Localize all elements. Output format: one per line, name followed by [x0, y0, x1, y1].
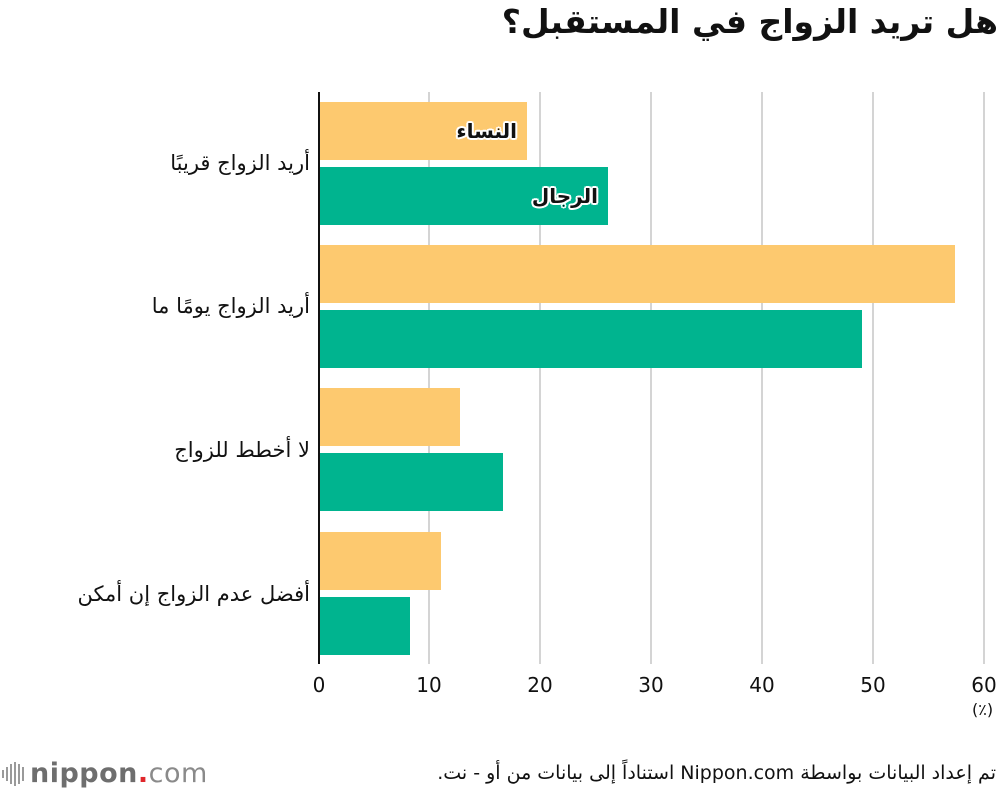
- plot-area: النساء الرجال: [318, 92, 1000, 664]
- logo-bars-icon: [2, 761, 24, 786]
- x-tick-0: 0: [312, 673, 326, 697]
- bar-men-2: [319, 453, 503, 511]
- gridline-10: [428, 92, 430, 664]
- bar-men-0: الرجال: [319, 167, 608, 225]
- bar-men-1: [319, 310, 862, 368]
- nippon-logo: nippon.com: [2, 758, 208, 789]
- legend-label-men: الرجال: [531, 184, 598, 208]
- category-label-3: أفضل عدم الزواج إن أمكن: [77, 582, 310, 606]
- x-tick-50: 50: [860, 673, 886, 697]
- x-tick-10: 10: [416, 673, 442, 697]
- bar-men-3: [319, 597, 410, 655]
- chart-title: هل تريد الزواج في المستقبل؟: [501, 2, 999, 41]
- gridline-40: [761, 92, 763, 664]
- x-tick-60: 60: [971, 673, 997, 697]
- x-tick-40: 40: [749, 673, 775, 697]
- bar-women-0: النساء: [319, 102, 527, 160]
- bar-women-2: [319, 388, 460, 446]
- x-tick-30: 30: [638, 673, 664, 697]
- category-label-1: أريد الزواج يومًا ما: [151, 294, 310, 318]
- legend-label-women: النساء: [456, 119, 517, 143]
- bar-women-3: [319, 532, 441, 590]
- logo-text: nippon.com: [30, 758, 208, 789]
- category-label-2: لا أخطط للزواج: [174, 438, 310, 462]
- gridline-20: [539, 92, 541, 664]
- x-tick-20: 20: [527, 673, 553, 697]
- gridline-50: [872, 92, 874, 664]
- bar-women-1: [319, 245, 955, 303]
- gridline-30: [650, 92, 652, 664]
- x-axis-unit: (٪): [972, 700, 994, 719]
- gridline-60: [983, 92, 985, 664]
- source-note: تم إعداد البيانات بواسطة Nippon.com استن…: [437, 762, 996, 784]
- category-label-0: أريد الزواج قريبًا: [170, 151, 310, 175]
- y-axis-line: [318, 92, 320, 664]
